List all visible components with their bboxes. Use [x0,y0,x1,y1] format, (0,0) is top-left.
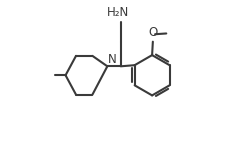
Text: N: N [108,53,117,66]
Text: H₂N: H₂N [107,6,129,19]
Text: O: O [148,26,157,39]
